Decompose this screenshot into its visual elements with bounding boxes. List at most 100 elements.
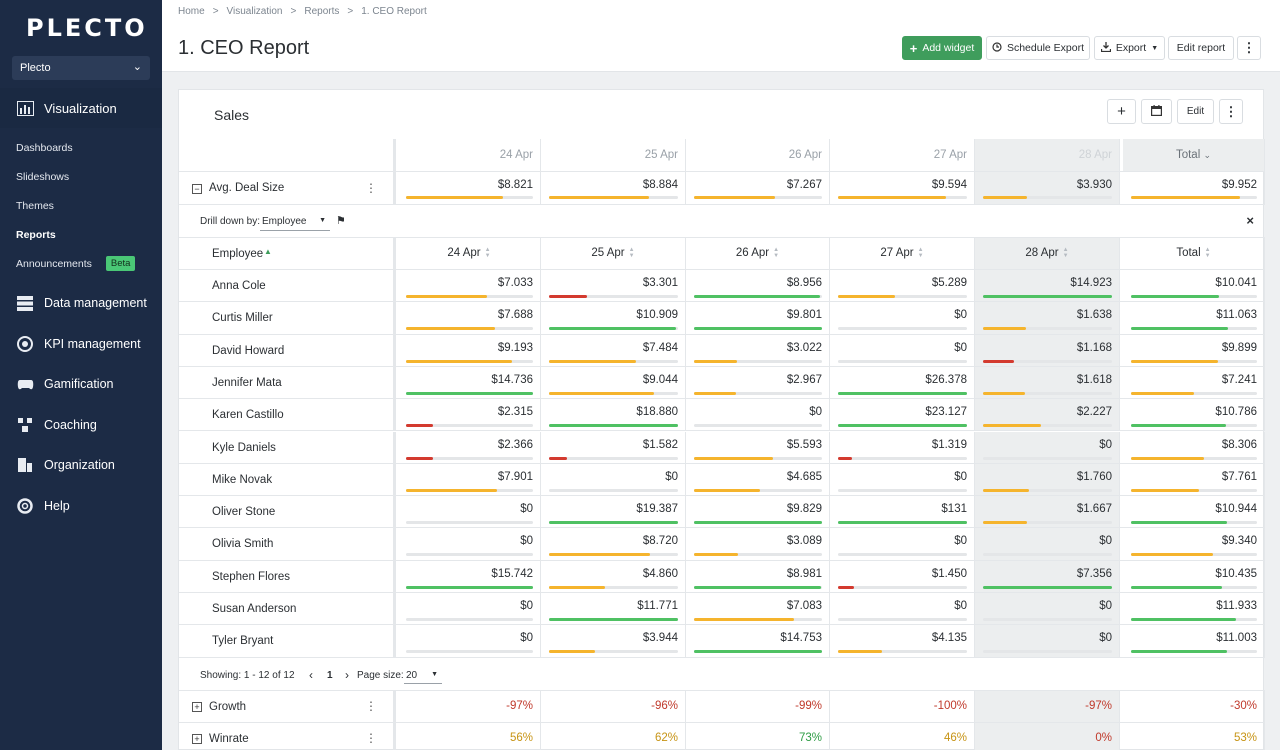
nav-item-kpi-management[interactable]: KPI management — [0, 324, 162, 365]
column-header-cell[interactable]: 28 Apr ▲▼ — [975, 238, 1120, 269]
employee-name-cell[interactable]: Anna Cole — [179, 270, 396, 302]
progress-fill — [983, 196, 1028, 199]
cell-value: -97% — [506, 699, 533, 712]
add-widget-button[interactable]: + Add widget — [902, 36, 982, 60]
export-label: Export — [1115, 42, 1147, 54]
avg-deal-size-row: − Avg. Deal Size ⋮ $8.821 $8.884 $7.267 $9.594… — [179, 172, 1265, 205]
column-header-cell[interactable]: 24 Apr ▲▼ — [398, 238, 541, 269]
export-button[interactable]: Export ▼ — [1094, 36, 1165, 60]
progress-bar — [838, 295, 967, 298]
progress-fill — [549, 553, 651, 557]
subnav-announcements[interactable]: Announcements Beta — [0, 249, 162, 278]
subnav-dashboards[interactable]: Dashboards — [0, 133, 162, 162]
edit-report-button[interactable]: Edit report — [1168, 36, 1234, 60]
progress-bar — [983, 488, 1112, 492]
column-header-cell[interactable]: Total ▲▼ — [1123, 238, 1265, 269]
date-header-cell[interactable]: 26 Apr — [686, 139, 830, 171]
widget-edit-button[interactable]: Edit — [1177, 99, 1214, 124]
value-cell: $10.909 — [541, 302, 686, 334]
employee-name-cell[interactable]: Stephen Flores — [179, 560, 396, 592]
next-page-icon[interactable]: › — [345, 667, 349, 682]
schedule-export-button[interactable]: Schedule Export — [986, 36, 1090, 60]
employee-name-cell[interactable]: Karen Castillo — [179, 399, 396, 431]
employee-name-cell[interactable]: Oliver Stone — [179, 496, 396, 528]
employee-name-cell[interactable]: Olivia Smith — [179, 528, 396, 560]
progress-fill — [983, 488, 1030, 492]
progress-bar — [1131, 650, 1257, 654]
progress-fill — [406, 196, 504, 199]
value-cell: $1.638 — [975, 302, 1120, 334]
widget-date-button[interactable] — [1141, 99, 1172, 124]
progress-fill — [838, 391, 967, 395]
nav-item-gamification[interactable]: Gamification — [0, 364, 162, 405]
subnav-themes[interactable]: Themes — [0, 191, 162, 220]
kebab-menu-icon[interactable]: ⋮ — [365, 698, 377, 713]
expand-icon[interactable]: + — [192, 734, 202, 745]
progress-bar — [694, 521, 822, 525]
pin-icon[interactable]: ⚑ — [336, 215, 346, 227]
organization-select[interactable]: Plecto ⌄ — [12, 56, 150, 80]
page-size-select[interactable]: 20 ▼ — [404, 667, 442, 684]
value-cell: $10.435 — [1123, 560, 1265, 592]
subnav-reports[interactable]: Reports — [0, 220, 162, 249]
progress-bar — [549, 295, 678, 298]
nav-item-coaching[interactable]: Coaching — [0, 405, 162, 446]
employee-name-cell[interactable]: David Howard — [179, 334, 396, 366]
date-header-cell[interactable]: 28 Apr — [975, 139, 1120, 171]
nav-item-help[interactable]: Help — [0, 486, 162, 527]
close-icon[interactable]: × — [1246, 213, 1254, 228]
employee-name-cell[interactable]: Jennifer Mata — [179, 366, 396, 399]
employee-name-cell[interactable]: Kyle Daniels — [179, 431, 396, 463]
total-header-cell[interactable]: Total ⌄ — [1123, 139, 1265, 171]
date-header-label: 25 Apr — [644, 149, 678, 161]
nav-item-data-management[interactable]: Data management — [0, 283, 162, 324]
employee-name: Curtis Miller — [212, 312, 273, 325]
breadcrumb-visualization[interactable]: Visualization — [226, 6, 283, 17]
cell-value: $8.720 — [642, 535, 678, 548]
cell-value: $9.829 — [786, 503, 822, 516]
progress-fill — [694, 391, 736, 395]
drill-down-select[interactable]: Employee ▼ — [260, 213, 330, 231]
cell-value: $0 — [1099, 632, 1112, 645]
employee-name-cell[interactable]: Susan Anderson — [179, 593, 396, 625]
nav-item-organization[interactable]: Organization — [0, 445, 162, 486]
column-header-cell[interactable]: 26 Apr ▲▼ — [686, 238, 830, 269]
breadcrumb-home[interactable]: Home — [178, 6, 205, 17]
value-cell: $0 — [398, 625, 541, 657]
metric-label-cell: − Avg. Deal Size ⋮ — [179, 172, 396, 204]
cell-value: 53% — [1233, 732, 1257, 745]
more-options-button[interactable]: ⋮ — [1237, 36, 1261, 60]
widget-add-button[interactable]: + — [1107, 99, 1136, 124]
progress-bar — [983, 391, 1112, 395]
breadcrumb-reports[interactable]: Reports — [304, 6, 340, 17]
column-header-cell[interactable]: 27 Apr ▲▼ — [830, 238, 975, 269]
progress-fill — [1131, 295, 1219, 298]
date-header-cell[interactable]: 27 Apr — [830, 139, 975, 171]
employee-name-cell[interactable]: Mike Novak — [179, 463, 396, 496]
value-cell: -100% — [830, 690, 975, 723]
prev-page-icon[interactable]: ‹ — [309, 667, 313, 682]
date-header-cell[interactable]: 24 Apr — [398, 139, 541, 171]
employee-header-label: Employee — [212, 248, 264, 260]
employee-name-cell[interactable]: Curtis Miller — [179, 302, 396, 334]
plecto-logo[interactable]: PLECTO — [26, 14, 148, 42]
collapse-icon[interactable]: − — [192, 184, 202, 194]
kebab-menu-icon[interactable]: ⋮ — [365, 181, 377, 195]
value-cell: $7.267 — [686, 172, 830, 204]
subnav-slideshows[interactable]: Slideshows — [0, 162, 162, 191]
progress-fill — [694, 359, 737, 363]
drill-down-select-value: Employee — [262, 216, 307, 227]
value-cell: $1.760 — [975, 463, 1120, 496]
employee-name-cell[interactable]: Tyler Bryant — [179, 625, 396, 657]
kebab-menu-icon[interactable]: ⋮ — [365, 731, 377, 746]
employee-column-header[interactable]: Employee ▲ — [179, 238, 396, 269]
widget-more-button[interactable]: ⋮ — [1219, 99, 1243, 124]
current-page[interactable]: 1 — [327, 669, 333, 681]
progress-fill — [549, 585, 606, 589]
date-header-cell[interactable]: 25 Apr — [541, 139, 686, 171]
column-header-cell[interactable]: 25 Apr ▲▼ — [541, 238, 686, 269]
nav-item-visualization[interactable]: Visualization — [0, 88, 162, 128]
expand-icon[interactable]: + — [192, 701, 202, 712]
cell-value: $4.860 — [642, 567, 678, 580]
progress-bar — [1131, 359, 1257, 363]
